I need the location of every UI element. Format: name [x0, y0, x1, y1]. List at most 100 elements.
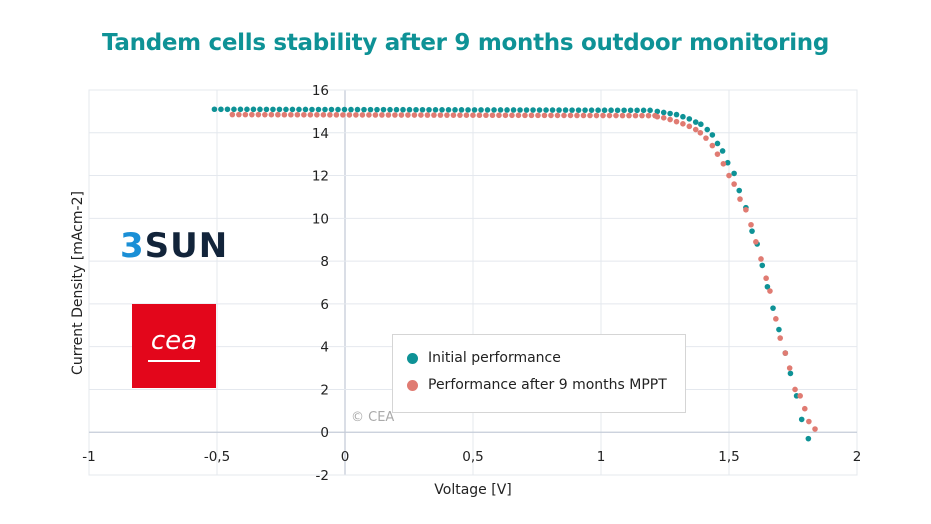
- data-point: [627, 107, 634, 114]
- data-point: [536, 107, 543, 113]
- data-point: [523, 107, 530, 113]
- data-point: [743, 206, 749, 213]
- data-point: [548, 112, 554, 119]
- data-point: [601, 107, 608, 114]
- data-point: [692, 119, 699, 125]
- data-point: [600, 112, 606, 119]
- data-point: [340, 112, 346, 118]
- data-point: [335, 106, 341, 113]
- data-point: [458, 107, 465, 113]
- x-tick-label: 0: [341, 449, 350, 465]
- data-point: [374, 106, 380, 113]
- data-point: [714, 151, 721, 157]
- data-point: [471, 107, 478, 113]
- data-point: [380, 106, 387, 113]
- data-point: [465, 107, 471, 113]
- data-point: [549, 107, 556, 113]
- y-tick-label: 6: [320, 297, 329, 313]
- data-point: [229, 111, 236, 118]
- logo-cea-text: cea: [150, 326, 198, 356]
- data-point: [748, 221, 754, 228]
- data-point: [320, 112, 327, 118]
- data-point: [275, 111, 281, 118]
- data-point: [797, 393, 803, 399]
- data-point: [424, 112, 431, 118]
- data-point: [444, 112, 450, 118]
- logo-3sun-prefix: 3: [120, 226, 145, 266]
- data-point: [457, 112, 463, 118]
- data-point: [476, 112, 483, 119]
- data-point: [673, 118, 680, 125]
- data-point: [218, 106, 224, 113]
- data-point: [749, 228, 755, 234]
- data-point: [554, 112, 561, 119]
- data-point: [731, 181, 737, 187]
- data-point: [770, 305, 776, 311]
- data-point: [680, 120, 686, 127]
- legend-item-after-9-months: Performance after 9 months MPPT: [407, 377, 667, 393]
- data-point: [406, 106, 413, 113]
- data-point: [660, 109, 667, 116]
- data-points: [211, 106, 818, 442]
- data-point: [341, 106, 348, 113]
- data-point: [211, 106, 218, 113]
- data-point: [309, 106, 315, 113]
- data-point: [418, 112, 424, 118]
- chart-title: Tandem cells stability after 9 months ou…: [101, 30, 830, 56]
- data-point: [726, 172, 732, 179]
- data-point: [301, 111, 307, 118]
- data-point: [497, 107, 504, 113]
- x-tick-label: 1: [597, 449, 606, 465]
- grid: [88, 89, 858, 476]
- legend-marker-initial: [407, 352, 418, 364]
- data-point: [452, 107, 458, 113]
- legend-label-initial: Initial performance: [428, 350, 561, 366]
- data-point: [680, 113, 686, 120]
- data-point: [639, 112, 645, 119]
- data-point: [367, 106, 374, 113]
- data-point: [776, 326, 782, 333]
- data-point: [346, 112, 353, 118]
- data-point: [556, 107, 562, 113]
- data-point: [562, 107, 569, 113]
- data-point: [372, 112, 379, 118]
- data-point: [736, 187, 743, 194]
- data-point: [489, 112, 496, 119]
- data-point: [632, 112, 639, 119]
- y-tick-label: 16: [312, 83, 329, 99]
- data-point: [322, 106, 328, 113]
- data-point: [359, 112, 366, 118]
- data-point: [288, 111, 294, 118]
- data-point: [720, 160, 727, 167]
- data-point: [484, 107, 491, 113]
- data-point: [387, 106, 393, 113]
- data-point: [621, 107, 627, 114]
- data-point: [709, 142, 716, 149]
- y-tick-label: 10: [312, 211, 329, 227]
- legend-marker-after-9-months: [407, 379, 418, 391]
- data-point: [463, 112, 470, 118]
- data-point: [445, 107, 452, 113]
- data-point: [686, 116, 693, 122]
- x-tick-label: -1: [82, 449, 95, 465]
- data-point: [314, 112, 320, 118]
- data-point: [792, 386, 798, 393]
- data-point: [439, 107, 445, 113]
- data-point: [327, 112, 333, 118]
- data-point: [353, 112, 359, 118]
- data-point: [483, 112, 489, 119]
- data-point: [250, 106, 257, 113]
- y-tick-label: 0: [320, 425, 329, 441]
- data-point: [608, 107, 614, 114]
- data-point: [805, 435, 812, 442]
- y-axis-title: Current Density [mAcm-2]: [70, 191, 86, 375]
- data-point: [606, 112, 613, 119]
- data-point: [703, 135, 709, 141]
- data-point: [470, 112, 476, 119]
- y-tick-label: 12: [312, 169, 329, 185]
- data-point: [333, 112, 340, 118]
- data-point: [398, 112, 405, 118]
- data-point: [731, 170, 737, 177]
- y-tick-label: 14: [312, 126, 329, 142]
- data-point: [704, 126, 711, 133]
